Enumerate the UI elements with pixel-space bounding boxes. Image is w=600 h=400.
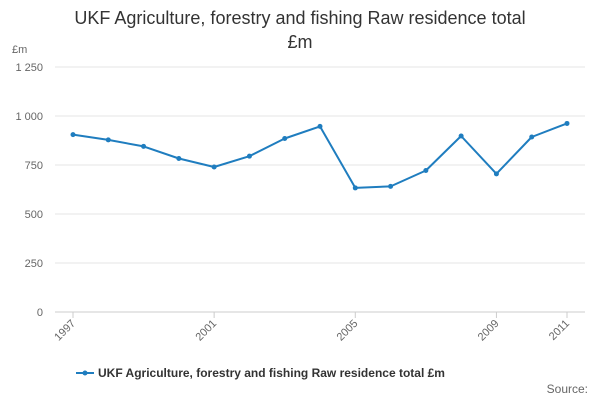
x-axis: 1997 2001 2005 2009 2011 [52, 311, 585, 344]
chart-title: UKF Agriculture, forestry and fishing Ra… [0, 6, 600, 54]
data-point[interactable] [458, 133, 464, 139]
y-axis-ticks: 0 250 500 750 1 000 1 250 [15, 62, 43, 319]
data-point[interactable] [282, 136, 288, 142]
data-point[interactable] [317, 123, 323, 129]
y-tick-label: 250 [25, 258, 43, 270]
data-point[interactable] [176, 156, 182, 162]
gridlines [55, 66, 585, 264]
x-tick-label: 2001 [193, 318, 219, 344]
data-point[interactable] [352, 185, 358, 191]
data-point[interactable] [423, 167, 429, 173]
x-tick-label: 2011 [547, 318, 572, 343]
y-axis-unit-label: £m [12, 44, 28, 56]
line-chart: 0 250 500 750 1 000 1 250 1997 2001 2005 2009 201… [15, 62, 585, 344]
series-group [70, 120, 570, 191]
legend-swatch [76, 370, 94, 376]
source-label[interactable]: Source: [546, 382, 588, 396]
chart-title-line1: UKF Agriculture, forestry and fishing Ra… [74, 8, 526, 28]
y-tick-label: 750 [25, 160, 43, 172]
data-point[interactable] [388, 183, 394, 189]
legend[interactable]: UKF Agriculture, forestry and fishing Ra… [76, 366, 445, 380]
data-point[interactable] [211, 164, 217, 170]
y-tick-label: 0 [37, 307, 43, 319]
series-line [72, 122, 568, 189]
x-tick-label: 2009 [476, 318, 502, 344]
legend-label: UKF Agriculture, forestry and fishing Ra… [98, 366, 445, 380]
chart-title-line2: £m [287, 32, 313, 52]
y-tick-label: 1 000 [15, 111, 43, 123]
x-tick-label: 1997 [52, 318, 78, 344]
data-point[interactable] [141, 143, 147, 149]
data-point[interactable] [246, 153, 252, 159]
x-tick-label: 2005 [335, 318, 361, 344]
data-point[interactable] [70, 132, 76, 138]
data-point[interactable] [529, 134, 535, 140]
data-point[interactable] [493, 171, 499, 177]
y-tick-label: 500 [25, 209, 43, 221]
data-point[interactable] [564, 120, 570, 126]
y-tick-label: 1 250 [15, 62, 43, 74]
data-point[interactable] [105, 137, 111, 143]
